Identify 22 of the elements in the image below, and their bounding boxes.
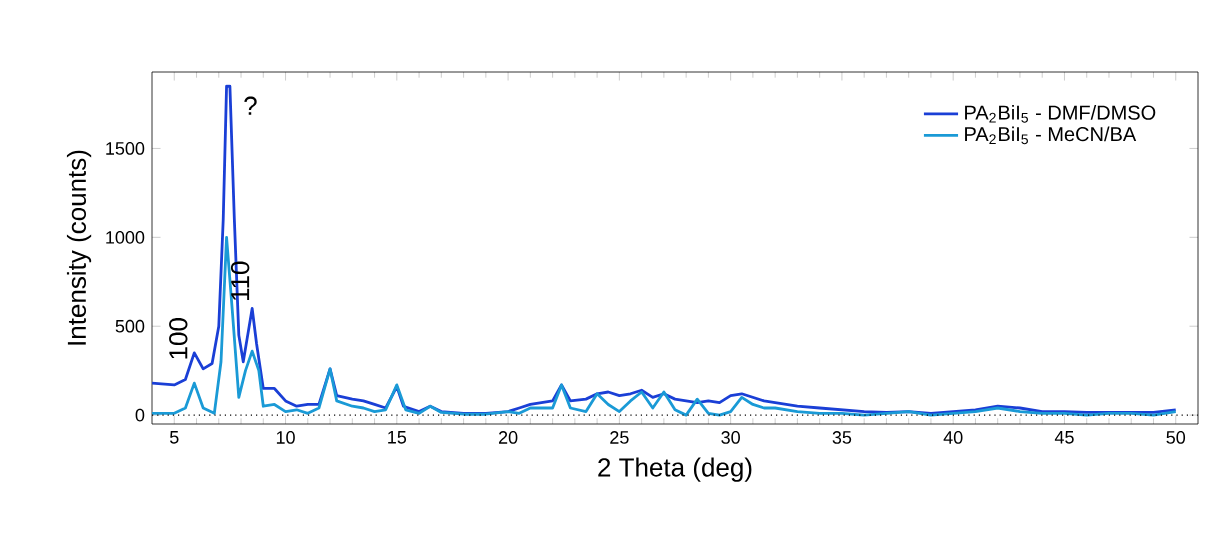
x-tick-label: 40 xyxy=(943,431,963,444)
x-tick-label: 50 xyxy=(1166,431,1186,444)
x-tick-label: 30 xyxy=(721,431,740,444)
annotation: ? xyxy=(244,96,257,115)
annotation: 110 xyxy=(230,261,250,301)
x-tick-label: 15 xyxy=(388,431,407,444)
x-tick-label: 10 xyxy=(276,431,295,444)
y-tick-label: 500 xyxy=(115,319,145,333)
line-series xyxy=(152,235,1178,417)
x-tick-label: 5 xyxy=(169,431,179,444)
annotation: 100 xyxy=(169,318,188,359)
x-tick-label: 25 xyxy=(610,431,629,444)
y-tick-label: 1500 xyxy=(106,142,145,155)
x-tick-label: 20 xyxy=(498,431,518,444)
x-tick-label: 35 xyxy=(832,431,852,444)
y-tick-label: 0 xyxy=(135,408,145,422)
x-tick-label: 45 xyxy=(1054,431,1074,444)
legend-label: PA$_{2}$BiI$_{5}$ - DMF/DMSO xyxy=(965,105,1156,123)
y-tick-label: 1000 xyxy=(106,230,145,244)
x-axis-title: 2 Theta (deg) xyxy=(598,457,752,482)
legend-label: PA$_{2}$BiI$_{5}$ - MeCN/BA xyxy=(965,126,1137,145)
y-axis-title: Intensity (counts) xyxy=(66,150,92,345)
